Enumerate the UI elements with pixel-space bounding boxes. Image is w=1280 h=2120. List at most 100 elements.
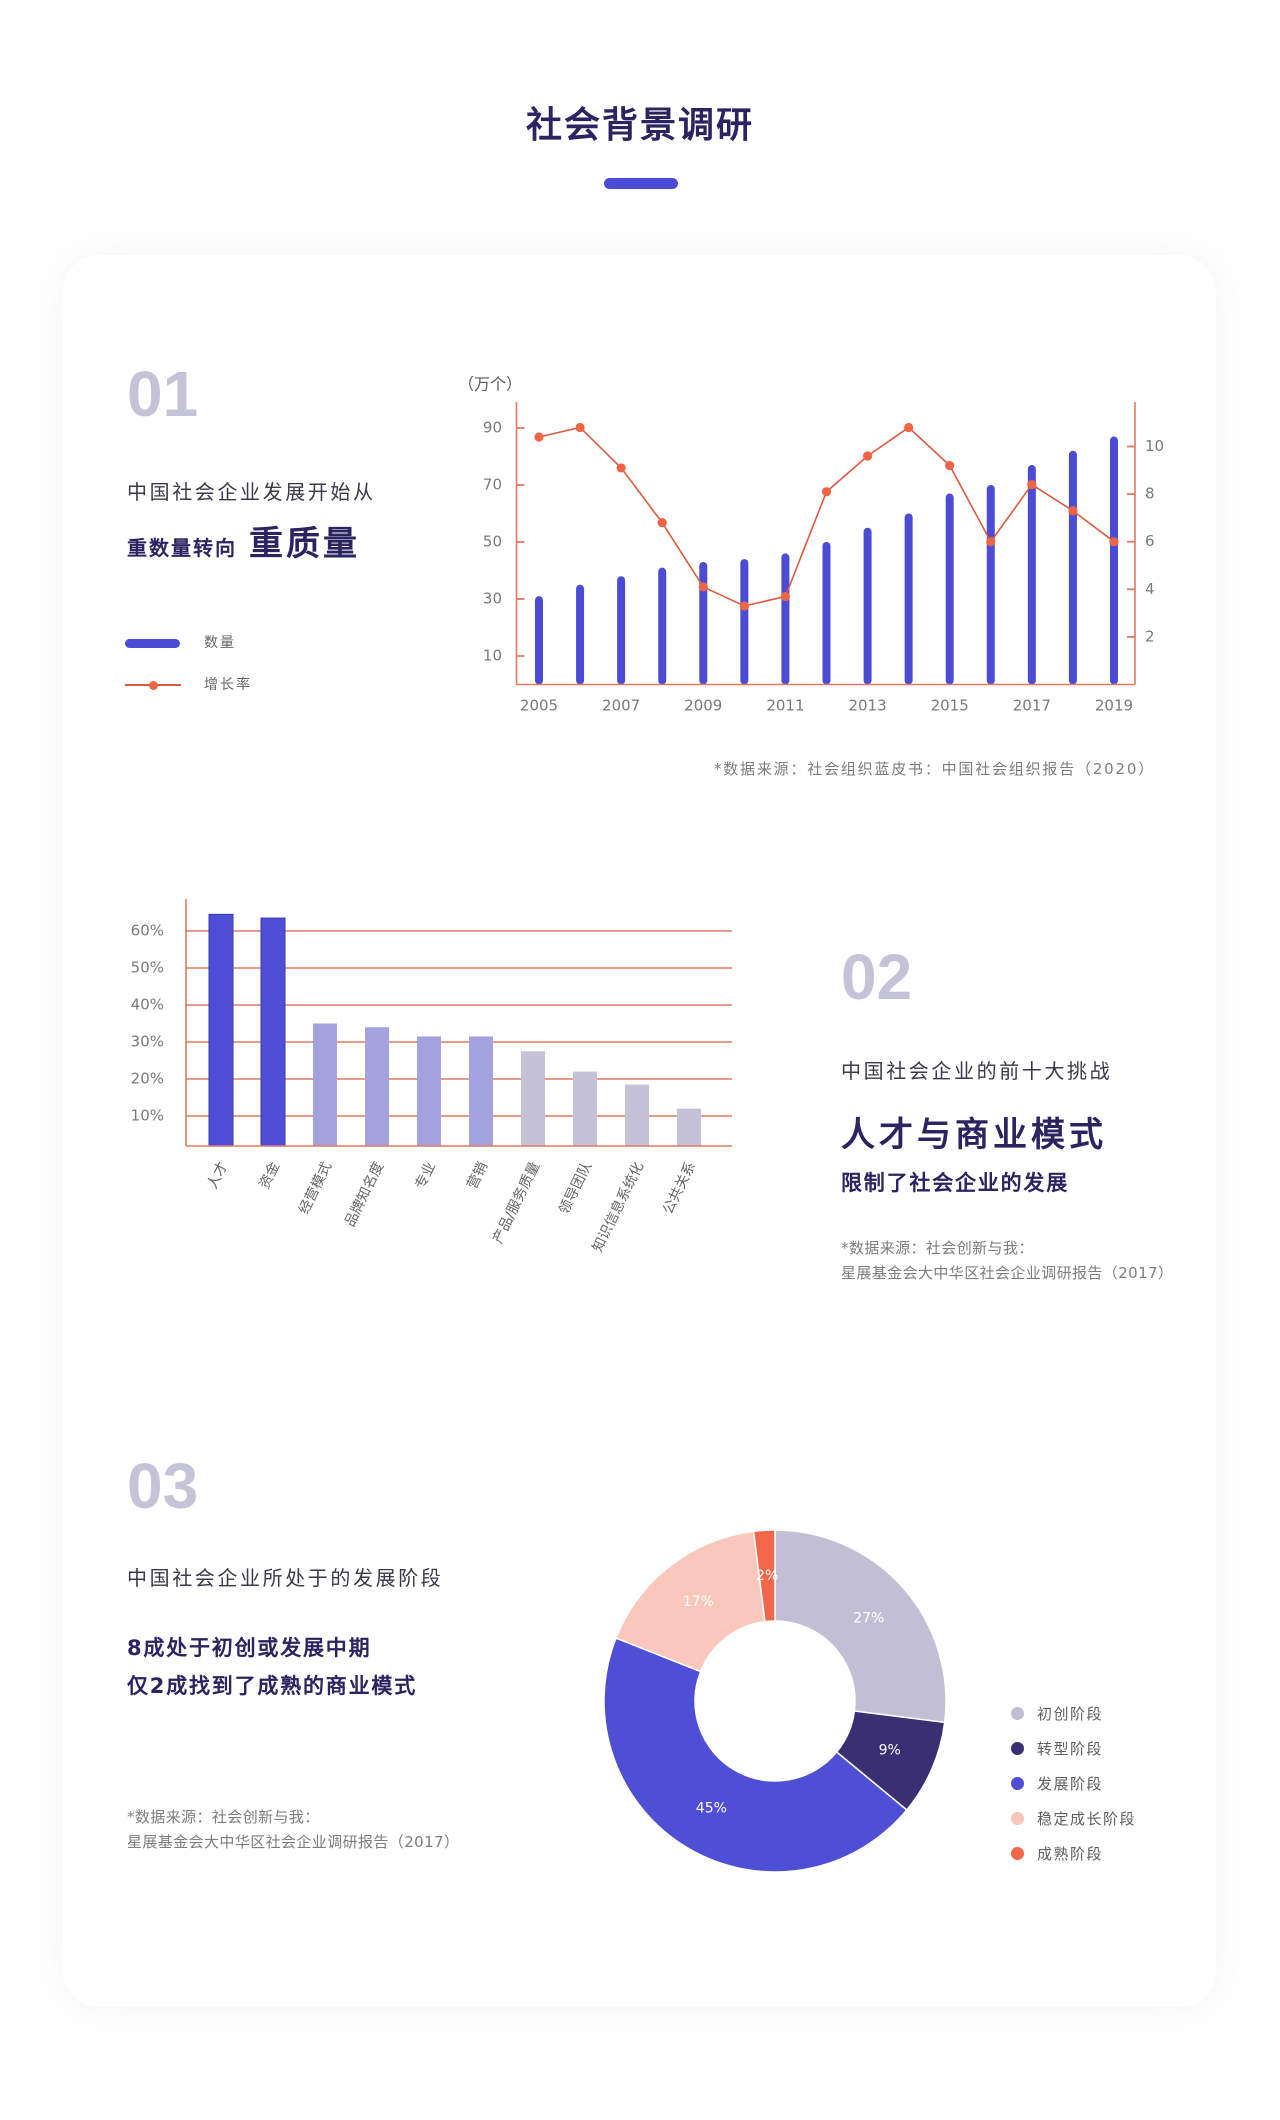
legend-dot-icon (1011, 1742, 1024, 1755)
section-subheadline: 限制了社会企业的发展 (841, 1171, 1069, 1195)
bar-2013 (863, 527, 872, 685)
donut-legend: 初创阶段 转型阶段 发展阶段 稳定成长阶段 成熟阶段 (1011, 1696, 1136, 1871)
source-line: *数据来源：社会创新与我： (127, 1808, 320, 1826)
left-tick-label: 50 (483, 533, 502, 551)
left-tick-label: 30 (483, 590, 502, 608)
bar-品牌知名度 (365, 1027, 389, 1146)
legend-dot-icon (1011, 1847, 1024, 1860)
donut-segment-成熟阶段 (752, 1529, 776, 1623)
bar-人才 (208, 913, 234, 1147)
growth-rate-point-2017 (1027, 479, 1037, 490)
bar-2010 (740, 559, 749, 685)
donut-segment-初创阶段 (774, 1529, 947, 1724)
bar-2007 (617, 576, 626, 685)
x-category-label: 经营模式 (296, 1159, 335, 1216)
content-card: 01 中国社会企业发展开始从 重数量转向 重质量 数量 增长率 （万个） 10 30… (63, 255, 1216, 2007)
x-category-label: 资金 (257, 1159, 284, 1191)
growth-rate-point-2016 (986, 537, 996, 547)
donut-segment-label: 9% (879, 1743, 901, 1759)
bar-专业 (417, 1036, 441, 1146)
section-headline: 重数量转向 重质量 (127, 522, 360, 566)
bar-2005 (535, 596, 543, 685)
bar-2012 (822, 542, 831, 685)
bar-知识信息系统化 (625, 1084, 649, 1146)
donut-segment-label: 45% (696, 1801, 727, 1817)
bar-2018 (1068, 450, 1077, 685)
bar-2009 (699, 561, 708, 685)
x-tick-label: 2007 (602, 697, 640, 715)
legend-label-growth-rate: 增长率 (204, 677, 252, 693)
legend-label: 稳定成长阶段 (1037, 1810, 1137, 1828)
y-tick-label: 20% (131, 1070, 164, 1088)
section-description: 中国社会企业发展开始从 (127, 480, 376, 504)
donut-segment-label: 17% (683, 1594, 714, 1610)
data-source-note: *数据来源：社会创新与我： 星展基金会大中华区社会企业调研报告（2017） (127, 1805, 459, 1855)
bar-2011 (781, 553, 790, 685)
legend-dot-icon (1011, 1707, 1024, 1720)
top-challenges-bar-chart: 10% 20% 30% 40% 50% 60% 人才 资金 经营模式 品牌知名度 专业 营销产品/服务… (131, 899, 732, 1255)
highlight-line: 8成处于初创或发展中期 (127, 1636, 372, 1660)
x-tick-label: 2017 (1013, 697, 1051, 715)
headline-prefix: 重数量转向 (127, 536, 237, 560)
y-tick-label: 50% (131, 959, 164, 977)
count-growth-combo-chart: （万个） 10 30 50 70 90 2 4 6 8 10 2005 2007 2009 2011 2013… (458, 375, 1164, 715)
source-line: 星展基金会大中华区社会企业调研报告（2017） (127, 1833, 460, 1851)
legend-dot-icon (1011, 1812, 1024, 1825)
x-tick-label: 2019 (1095, 697, 1133, 715)
bar-2014 (904, 513, 913, 685)
line-dot-swatch-icon (125, 676, 181, 694)
legend-item: 成熟阶段 (1011, 1836, 1136, 1871)
section-number: 01 (127, 357, 199, 430)
x-tick-label: 2015 (931, 697, 969, 715)
legend-dot (148, 680, 158, 690)
right-tick-label: 2 (1145, 627, 1155, 645)
left-tick-label: 10 (483, 647, 502, 665)
x-tick-label: 2009 (684, 697, 722, 715)
bar-领导团队 (573, 1071, 597, 1146)
x-tick-label: 2011 (766, 697, 804, 715)
source-line: *数据来源：社会创新与我： (841, 1239, 1034, 1257)
x-category-label: 公共关系 (660, 1159, 699, 1216)
growth-rate-point-2014 (904, 422, 914, 433)
x-category-label: 营销 (465, 1159, 492, 1191)
x-tick-label: 2013 (848, 697, 886, 715)
section-headline: 人才与商业模式 (841, 1115, 1107, 1155)
bar-2019 (1109, 436, 1118, 685)
growth-rate-point-2009 (698, 582, 708, 592)
legend-label: 转型阶段 (1037, 1740, 1104, 1758)
page-title: 社会背景调研 (525, 105, 754, 146)
growth-rate-point-2019 (1109, 537, 1119, 547)
growth-rate-point-2005 (534, 432, 544, 442)
section-description: 中国社会企业所处于的发展阶段 (127, 1566, 444, 1590)
growth-rate-point-2007 (616, 463, 626, 473)
legend-item: 转型阶段 (1011, 1731, 1136, 1766)
right-tick-label: 10 (1145, 437, 1164, 455)
legend-item: 初创阶段 (1011, 1696, 1136, 1731)
bar-2008 (658, 567, 667, 685)
donut-segment-label: 27% (853, 1610, 884, 1626)
bar-swatch-icon (125, 639, 180, 648)
development-stage-donut-chart: 27% 9% 45% 17% 2% (603, 1529, 947, 1873)
growth-rate-point-2011 (780, 591, 791, 602)
y-axis-unit-label: （万个） (458, 375, 522, 394)
source-line: 星展基金会大中华区社会企业调研报告（2017） (841, 1264, 1174, 1282)
x-category-label: 专业 (413, 1159, 440, 1191)
donut-segment-稳定成长阶段 (615, 1530, 766, 1673)
highlight-line: 仅2成找到了成熟的商业模式 (127, 1674, 418, 1698)
x-category-label: 品牌知名度 (341, 1159, 387, 1229)
right-tick-label: 4 (1145, 580, 1155, 598)
growth-rate-point-2010 (739, 601, 749, 611)
legend-label: 成熟阶段 (1037, 1845, 1104, 1863)
right-tick-label: 8 (1145, 485, 1155, 503)
growth-rate-point-2006 (575, 422, 585, 433)
growth-rate-point-2012 (821, 487, 832, 497)
legend-label: 发展阶段 (1037, 1775, 1104, 1793)
donut-segment-label: 2% (756, 1568, 778, 1584)
data-source-note: *数据来源：社会创新与我： 星展基金会大中华区社会企业调研报告（2017） (841, 1236, 1173, 1286)
bar-公共关系 (677, 1108, 701, 1146)
bar-产品/服务质量 (521, 1051, 545, 1146)
legend-label: 初创阶段 (1037, 1705, 1104, 1723)
section-number: 02 (841, 940, 913, 1013)
x-category-label: 产品/服务质量 (490, 1159, 543, 1246)
right-tick-label: 6 (1145, 532, 1155, 550)
